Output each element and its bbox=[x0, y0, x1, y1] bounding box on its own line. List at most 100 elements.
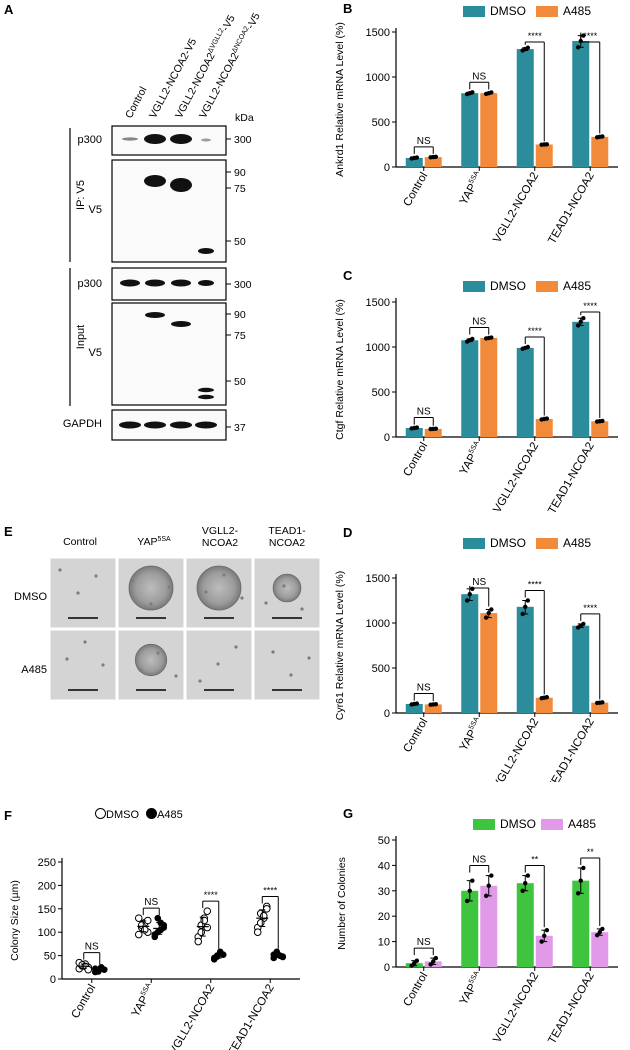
y-tick-label: 10 bbox=[378, 937, 390, 949]
bar-a485-0 bbox=[424, 704, 442, 713]
y-tick-label: 1000 bbox=[366, 618, 390, 630]
y-tick-label: 250 bbox=[38, 857, 56, 869]
significance-label: **** bbox=[583, 31, 598, 41]
debris-dot bbox=[65, 657, 69, 661]
data-point-open bbox=[262, 905, 271, 913]
y-tick-label: 1500 bbox=[366, 27, 390, 39]
colony-image-grid: Control YAP5SA VGLL2- NCOA2 TEAD1- NCOA2… bbox=[14, 525, 320, 701]
marker-90-input: 90 bbox=[234, 309, 246, 321]
y-tick-label: 1500 bbox=[366, 573, 390, 585]
data-point-open bbox=[84, 965, 93, 974]
bar-a485-3 bbox=[591, 702, 609, 713]
legend-swatch bbox=[473, 819, 495, 830]
row-label-dmso: DMSO bbox=[14, 591, 47, 603]
colony-blob bbox=[128, 565, 174, 611]
data-point bbox=[525, 873, 531, 878]
x-tick-label: VGLL2-NCOA2 bbox=[491, 441, 541, 516]
bar-a485-1 bbox=[480, 885, 498, 967]
data-point bbox=[470, 878, 475, 883]
y-axis-label: Number of Colonies bbox=[336, 857, 348, 950]
chart-f: Colony Size (µm) 0 50 100 150 200 250 NS Control… bbox=[9, 857, 300, 1050]
x-tick-label: YAP5SA bbox=[457, 440, 486, 477]
debris-dot bbox=[240, 596, 244, 600]
blot-label-v5-ip: V5 bbox=[89, 204, 102, 216]
debris-dot bbox=[138, 668, 142, 672]
legend-swatch bbox=[463, 538, 485, 549]
significance-label: NS bbox=[472, 855, 486, 866]
col-label-tead1-ncoa2: NCOA2 bbox=[269, 537, 305, 549]
y-tick-label: 30 bbox=[378, 886, 390, 898]
data-point-open bbox=[197, 928, 206, 936]
data-point bbox=[544, 927, 550, 933]
blot-label-gapdh: GAPDH bbox=[63, 418, 102, 430]
data-point bbox=[525, 344, 531, 350]
legend-label: A485 bbox=[563, 279, 591, 293]
x-tick-superscript: 5SA bbox=[468, 716, 481, 731]
debris-dot bbox=[307, 656, 311, 660]
panel-letter-b: B bbox=[343, 1, 352, 16]
x-tick-label: Control bbox=[401, 717, 430, 755]
bar-dmso-1 bbox=[461, 594, 479, 713]
bar-dmso-2 bbox=[516, 49, 534, 167]
chart-legend: DMSO A485 bbox=[473, 817, 596, 831]
debris-dot bbox=[264, 601, 268, 605]
bar-dmso-3 bbox=[572, 880, 590, 967]
data-point bbox=[539, 939, 544, 944]
x-tick-superscript: 5SA bbox=[468, 970, 481, 985]
bar-a485-2 bbox=[535, 419, 553, 437]
x-tick-label: TEAD1-NCOA2 bbox=[546, 971, 597, 1047]
data-point bbox=[433, 426, 439, 431]
debris-dot bbox=[198, 679, 202, 683]
data-point-filled bbox=[216, 948, 224, 956]
debris-dot bbox=[282, 584, 286, 588]
y-tick-label: 0 bbox=[384, 162, 390, 174]
data-point bbox=[600, 926, 605, 932]
data-point bbox=[483, 615, 489, 620]
legend-label: A485 bbox=[568, 817, 596, 831]
legend-swatch bbox=[541, 819, 563, 830]
data-point-open bbox=[256, 919, 265, 927]
chart-legend: DMSO A485 bbox=[463, 279, 591, 293]
x-tick-label: VGLL2-NCOA2 bbox=[167, 983, 217, 1050]
y-tick-label: 40 bbox=[378, 860, 390, 872]
debris-dot bbox=[204, 590, 208, 594]
bar-dmso-1 bbox=[461, 340, 479, 437]
marker-50-ip: 50 bbox=[234, 236, 246, 248]
debris-dot bbox=[83, 640, 87, 644]
marker-300-ip: 300 bbox=[234, 134, 252, 146]
data-point-open bbox=[203, 923, 212, 932]
bar-dmso-2 bbox=[516, 347, 534, 437]
significance-label: NS bbox=[472, 577, 486, 588]
bar-a485-2 bbox=[535, 697, 553, 713]
bar-a485-1 bbox=[480, 338, 498, 437]
x-tick-label: TEAD1-NCOA2 bbox=[546, 441, 597, 517]
significance-label: NS bbox=[417, 683, 431, 694]
data-point-open bbox=[194, 937, 203, 946]
data-point bbox=[544, 695, 550, 700]
debris-dot bbox=[156, 651, 160, 655]
debris-dot bbox=[271, 650, 275, 654]
x-tick-label: YAP5SA bbox=[457, 970, 486, 1007]
y-tick-label: 500 bbox=[372, 663, 390, 675]
marker-90-ip: 90 bbox=[234, 167, 246, 179]
x-tick-label: YAP5SA bbox=[457, 170, 486, 207]
data-point bbox=[581, 621, 586, 627]
significance-label: **** bbox=[204, 890, 219, 900]
chart-legend: DMSO A485 bbox=[463, 4, 591, 18]
y-tick-label: 1000 bbox=[366, 72, 390, 84]
col-label-yap: YAP5SA bbox=[137, 536, 171, 548]
panel-letter-e: E bbox=[4, 524, 13, 539]
data-point bbox=[470, 90, 475, 95]
data-point bbox=[464, 898, 470, 904]
data-point-open bbox=[203, 907, 212, 915]
x-tick-label: Control bbox=[401, 171, 430, 209]
x-tick-label: VGLL2-NCOA2 bbox=[491, 717, 541, 783]
data-point bbox=[489, 607, 494, 612]
debris-dot bbox=[300, 607, 304, 611]
y-tick-label: 0 bbox=[50, 974, 56, 986]
data-point bbox=[575, 891, 581, 896]
data-point bbox=[486, 610, 491, 616]
data-point bbox=[525, 598, 531, 603]
x-tick-label: YAP5SA bbox=[457, 716, 486, 753]
marker-75-input: 75 bbox=[234, 330, 246, 342]
